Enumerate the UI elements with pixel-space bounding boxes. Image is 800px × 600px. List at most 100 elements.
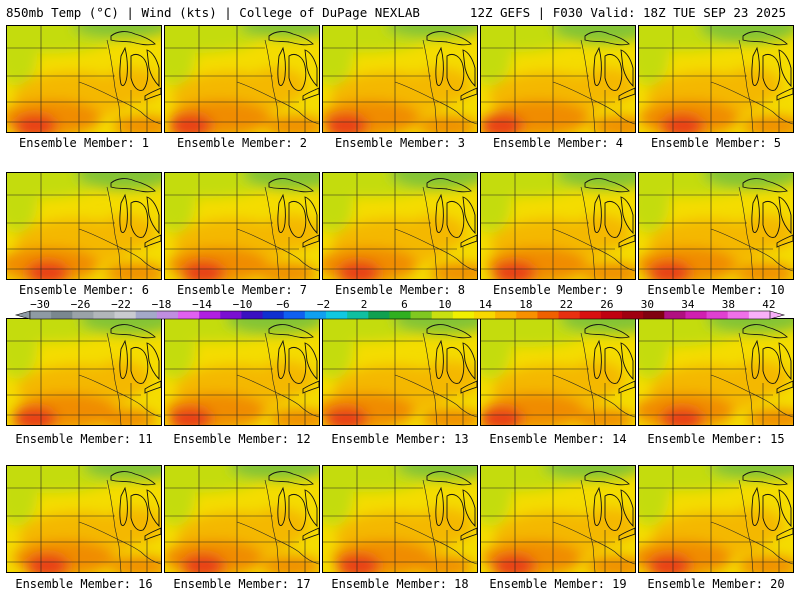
colorbar-tick-label: −26 [71,298,91,311]
temperature-shading-orange [590,116,635,132]
temperature-shading-orange [97,409,158,425]
state-border [738,479,754,572]
temperature-shading-red [336,554,381,572]
state-borders [639,173,793,279]
ensemble-member-label: Ensemble Member: 7 [176,283,308,297]
great-lakes [268,324,319,394]
great-lakes [268,471,319,541]
lake-huron-outline [146,49,160,88]
lake-huron-outline [620,489,634,528]
temperature-shading-gold [414,508,475,544]
colorbar-swatch [156,311,179,319]
state-border [552,228,635,272]
temperature-shading-orange [746,409,793,425]
michigan-lower-peninsula [288,54,307,91]
ensemble-member-map [164,25,320,133]
colorbar-swatch [93,311,115,319]
temperature-shading-orange [413,556,474,572]
state-border [710,521,793,565]
colorbar-swatch [135,311,158,319]
temperature-shading-red [168,114,213,132]
temperature-shading-orange [586,556,635,572]
temperature-shading-red [647,261,692,279]
ensemble-member-map [6,318,162,426]
state-border [78,81,161,125]
ensemble-member-label: Ensemble Member: 16 [15,577,153,591]
lake-superior-outline [426,178,472,193]
temperature-shading-red [13,407,58,425]
temperature-shading-lime [165,173,195,233]
lake-huron-outline [778,342,792,381]
state-borders [481,319,635,425]
temperature-shading-red [492,261,537,279]
lake-huron-outline [620,342,634,381]
colorbar-high-arrow [769,310,786,320]
state-border [264,186,280,279]
temperature-shading-gold [255,361,316,397]
temperature-shading-orange [734,263,793,279]
lake-huron-outline [146,489,160,528]
colorbar-tick-label: 22 [560,298,573,311]
lake-michigan-outline [435,339,444,380]
colorbar-tick-label: 6 [401,298,408,311]
lake-michigan-outline [593,46,602,87]
temperature-shading-lime [323,466,353,526]
colorbar-swatch [51,311,73,319]
ensemble-member-map [638,25,794,133]
great-lakes [742,471,793,541]
state-border [106,39,122,132]
lake-superior-outline [584,324,630,339]
ensemble-member-label: Ensemble Member: 2 [176,136,308,150]
great-lakes [742,178,793,248]
ensemble-member-label: Ensemble Member: 20 [647,577,785,591]
temperature-shading-orange [109,556,161,572]
michigan-lower-peninsula [604,54,623,91]
lake-erie-outline [460,380,477,394]
temperature-shading-lime [481,319,511,379]
colorbar-tick-label: 18 [519,298,532,311]
michigan-lower-peninsula [130,494,149,531]
state-border [106,332,122,425]
temperature-shading-lime [323,26,353,86]
colorbar-swatch [558,311,581,319]
state-border [236,521,319,565]
ensemble-member-label: Ensemble Member: 19 [489,577,627,591]
lake-michigan-outline [119,193,128,234]
colorbar-swatch [748,311,771,319]
lake-michigan-outline [593,339,602,380]
state-borders [165,319,319,425]
temperature-shading-lime [481,173,511,233]
lake-michigan-outline [751,46,760,87]
ensemble-member-map [164,172,320,280]
ensemble-member-map [6,25,162,133]
state-borders [481,466,635,572]
lake-huron-outline [778,49,792,88]
michigan-lower-peninsula [604,201,623,238]
colorbar-swatch [537,311,559,319]
colorbar-swatch [72,311,94,319]
colorbar-swatch [304,311,327,319]
colorbar-tick-label: 10 [438,298,451,311]
state-borders [639,466,793,572]
lake-huron-outline [146,342,160,381]
ensemble-member-label: Ensemble Member: 4 [492,136,624,150]
lake-superior-outline [426,324,472,339]
lake-huron-outline [778,489,792,528]
lake-superior-outline [110,31,156,46]
colorbar-swatch [431,311,454,319]
temperature-shading-red [647,554,692,572]
temperature-shading-orange [261,556,319,572]
state-borders [165,466,319,572]
state-border [422,186,438,279]
ensemble-member-label: Ensemble Member: 13 [331,432,469,446]
colorbar-swatch [727,311,750,319]
ensemble-member-label: Ensemble Member: 17 [173,577,311,591]
lake-michigan-outline [277,339,286,380]
lake-michigan-outline [593,486,602,527]
temperature-shading-gold [576,68,635,104]
colorbar-swatch [685,311,707,319]
colorbar-swatch [326,311,348,319]
lake-michigan-outline [277,486,286,527]
lake-huron-outline [462,489,476,528]
lake-superior-outline [742,31,788,46]
